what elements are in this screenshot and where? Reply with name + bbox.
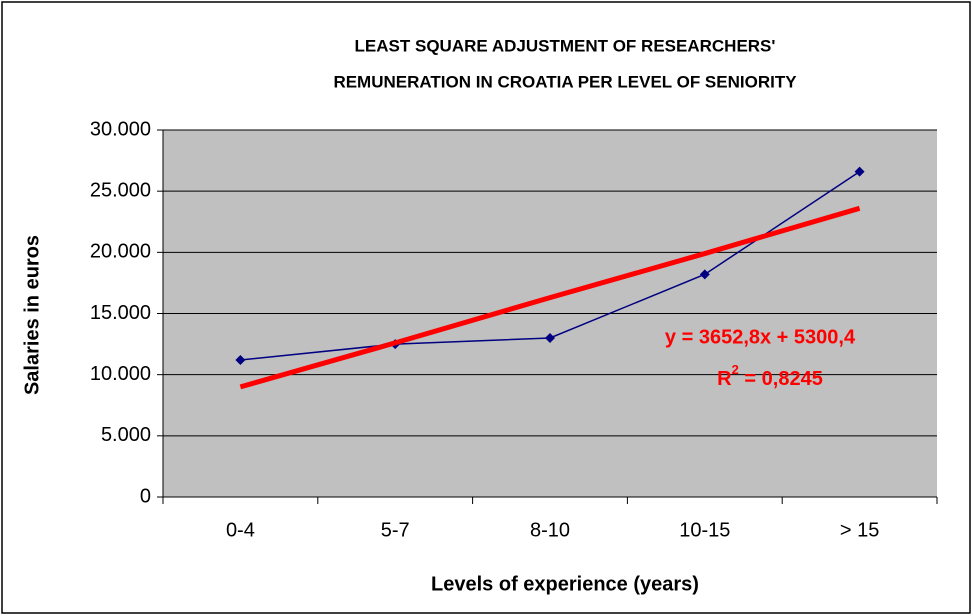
r2-superscript: 2 bbox=[732, 362, 739, 377]
r2-symbol: R bbox=[717, 368, 732, 390]
y-tick-label: 30.000 bbox=[90, 118, 151, 140]
y-tick-label: 10.000 bbox=[90, 363, 151, 385]
x-tick-label: 0-4 bbox=[226, 519, 255, 541]
chart-title: REMUNERATION IN CROATIA PER LEVEL OF SEN… bbox=[333, 72, 797, 91]
data-point bbox=[235, 354, 246, 365]
x-tick-label: > 15 bbox=[840, 519, 879, 541]
x-axis-label: Levels of experience (years) bbox=[431, 573, 699, 595]
y-tick-label: 5.000 bbox=[101, 424, 151, 446]
y-tick-label: 25.000 bbox=[90, 179, 151, 201]
y-axis-label: Salaries in euros bbox=[21, 235, 43, 395]
data-point bbox=[699, 269, 710, 280]
trend-line bbox=[239, 205, 861, 390]
x-tick-label: 10-15 bbox=[679, 519, 730, 541]
x-tick-label: 5-7 bbox=[381, 519, 410, 541]
chart-title: LEAST SQUARE ADJUSTMENT OF RESEARCHERS' bbox=[355, 36, 776, 55]
data-point bbox=[854, 166, 865, 177]
data-point bbox=[545, 332, 555, 343]
trend-equation: y = 3652,8x + 5300,4 bbox=[665, 326, 856, 348]
y-tick-label: 20.000 bbox=[90, 241, 151, 263]
y-tick-label: 15.000 bbox=[90, 302, 151, 324]
r2-value: = 0,8245 bbox=[739, 368, 823, 390]
trend-r-squared: R2 = 0,8245 bbox=[717, 362, 823, 390]
x-tick-label: 8-10 bbox=[530, 519, 570, 541]
y-tick-label: 0 bbox=[140, 485, 151, 507]
